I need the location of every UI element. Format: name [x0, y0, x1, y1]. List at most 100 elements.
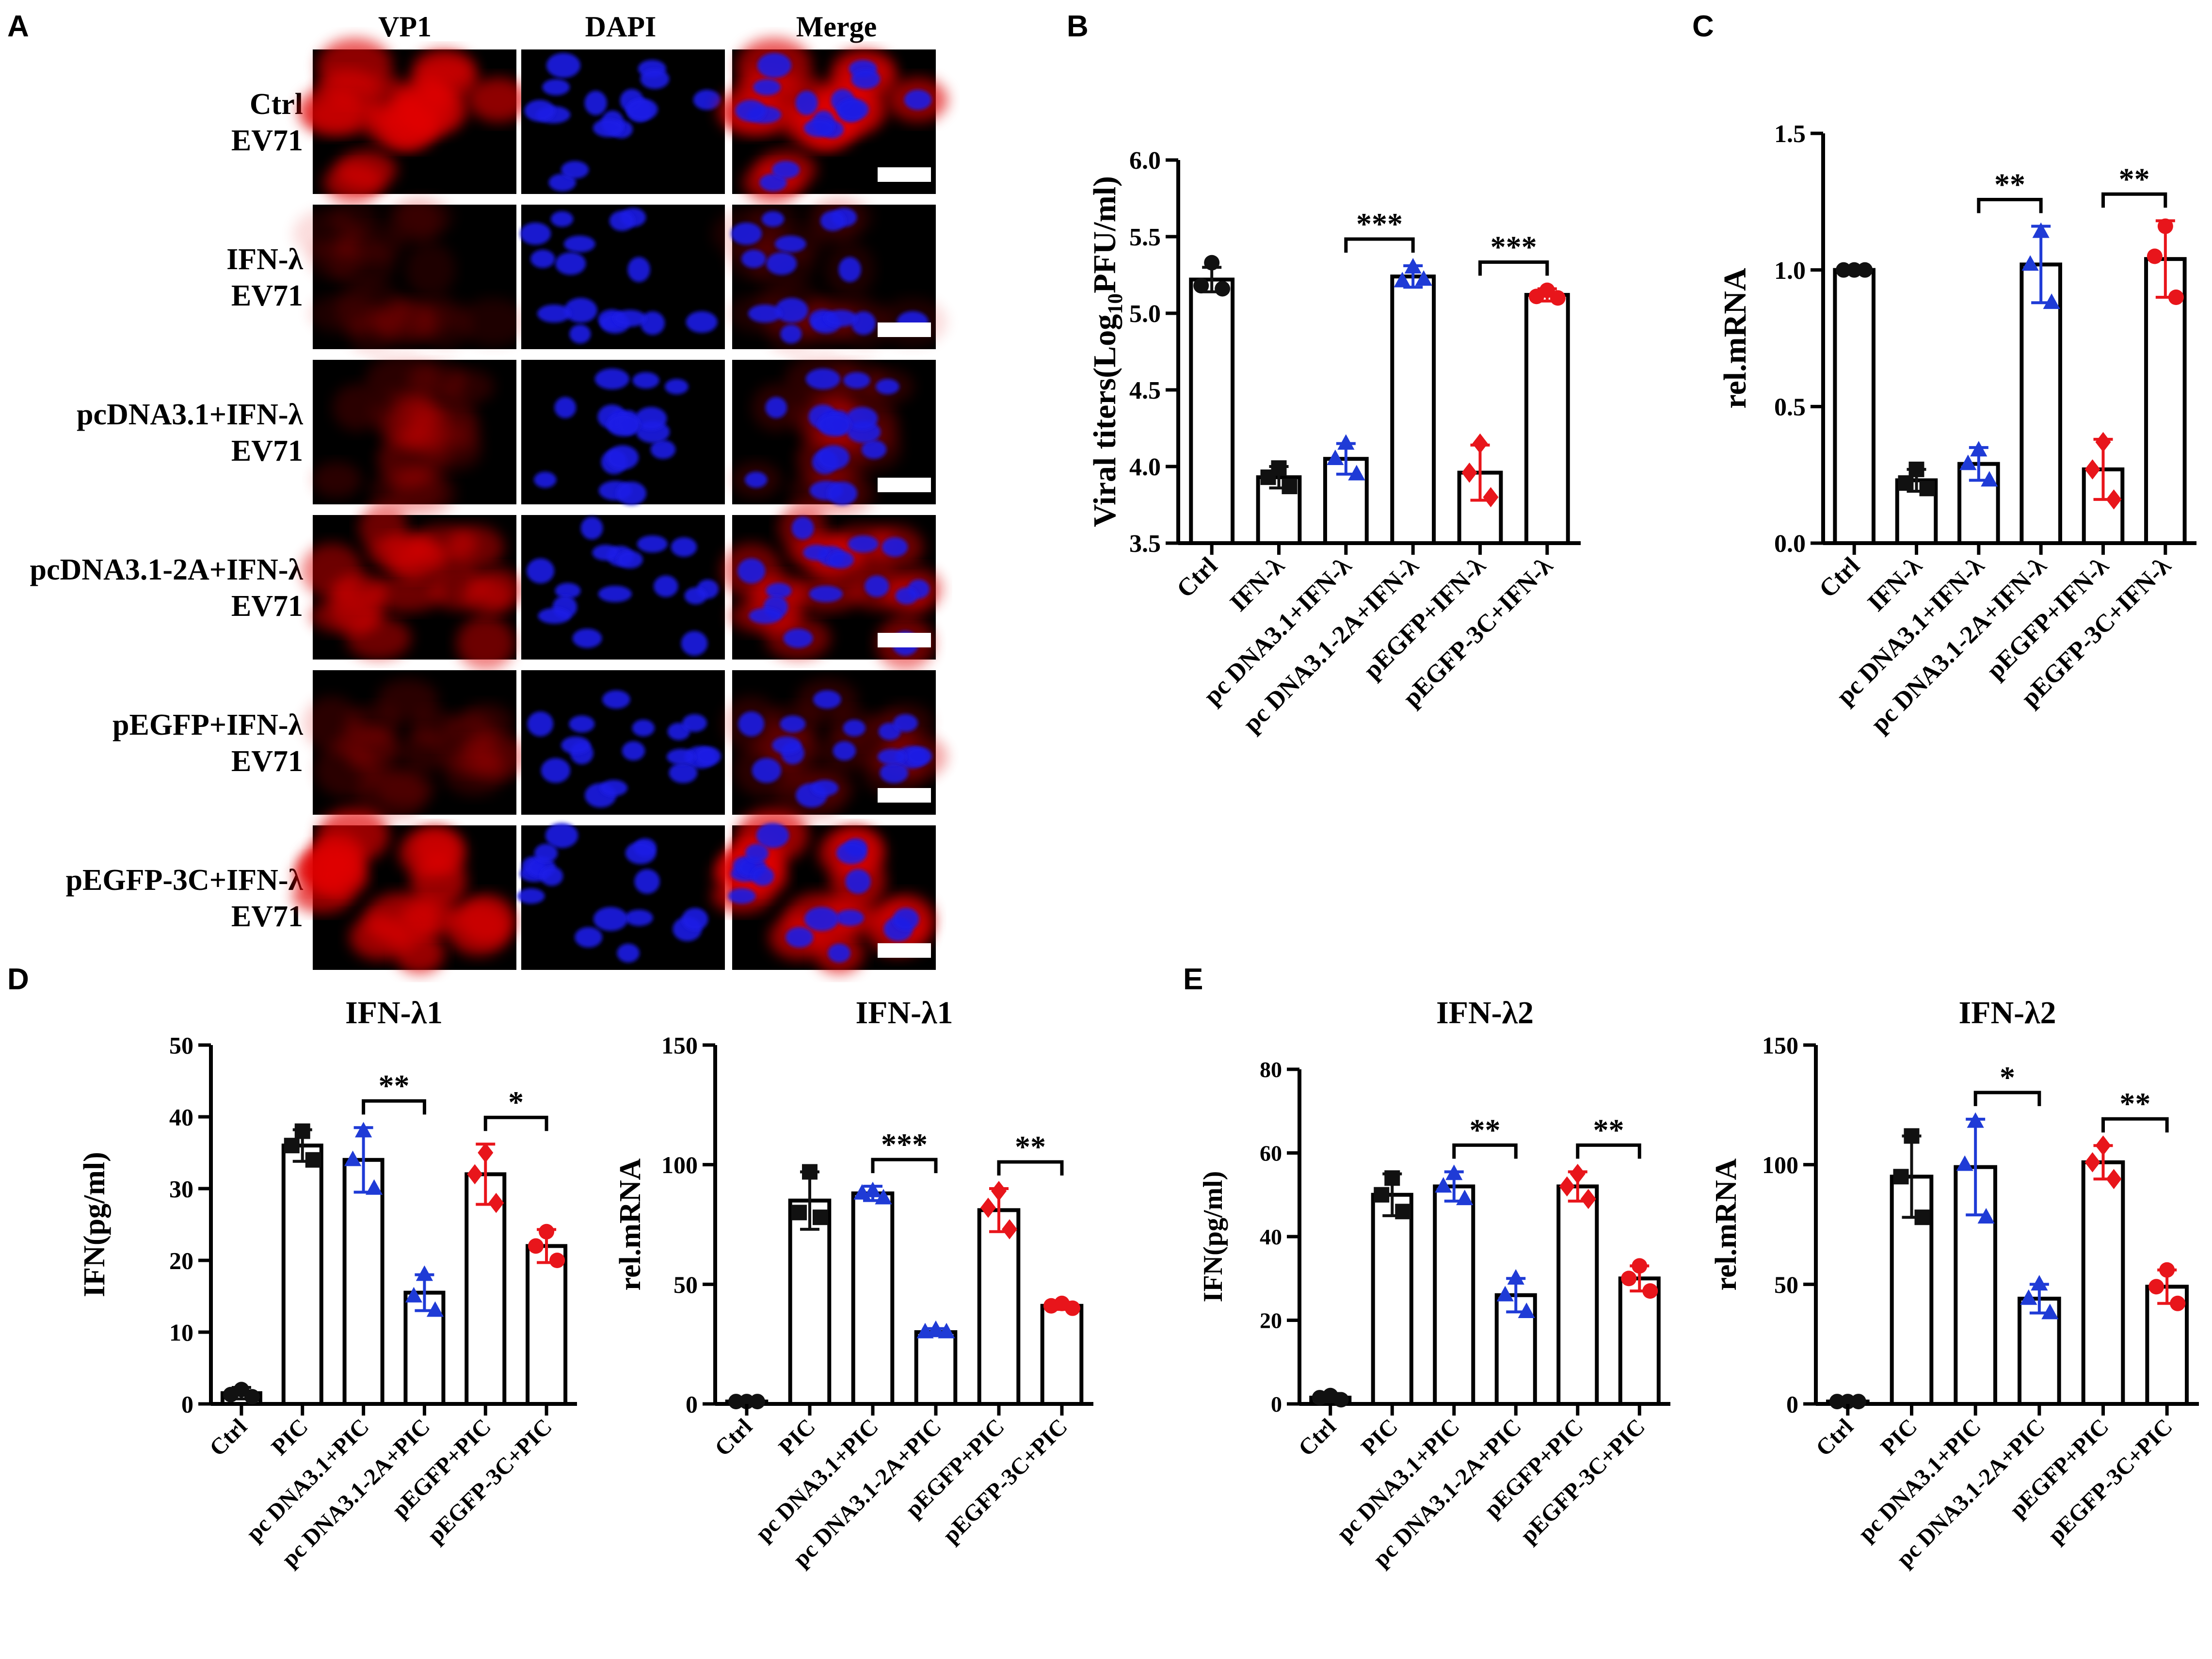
significance-bracket: [362, 1099, 426, 1115]
y-tick-label: 50: [673, 1271, 698, 1298]
significance-label: *: [508, 1085, 524, 1119]
dapi-nucleus: [545, 822, 578, 848]
vp1-signal: [458, 894, 515, 944]
dapi-nucleus: [684, 587, 707, 605]
dapi-nucleus: [805, 368, 840, 390]
dapi-nucleus: [534, 843, 558, 863]
dapi-nucleus: [837, 98, 869, 121]
y-tick-label: 5.5: [1129, 224, 1161, 251]
dapi-nucleus: [600, 780, 628, 796]
bar: [1189, 277, 1235, 545]
micro-tile-r2-c2: [520, 205, 725, 349]
data-point: [1914, 1209, 1930, 1225]
x-category-label: PIC: [1356, 1414, 1403, 1460]
vp1-signal: [318, 854, 369, 898]
data-point: [927, 1320, 945, 1336]
dapi-nucleus: [882, 537, 908, 557]
y-tick-label: 40: [1260, 1224, 1282, 1249]
data-point: [853, 1184, 871, 1200]
data-point: [2148, 1279, 2164, 1295]
dapi-nucleus: [728, 888, 756, 904]
chart-title: IFN-λ1: [345, 995, 443, 1031]
dapi-nucleus: [741, 249, 766, 268]
data-point: [1065, 1300, 1080, 1316]
x-category-label: Ctrl: [1811, 1414, 1859, 1461]
dapi-nucleus: [554, 397, 577, 419]
y-axis-label: rel.mRNA: [614, 1158, 647, 1290]
scale-bar: [878, 633, 931, 647]
dapi-nucleus: [836, 841, 867, 865]
y-axis-label: rel.mRNA: [1717, 268, 1753, 409]
data-point: [1282, 479, 1298, 495]
micro-tile-r1-c3: [717, 38, 948, 202]
y-tick-label: 100: [661, 1151, 698, 1178]
bar: [851, 1191, 895, 1406]
dapi-nucleus: [735, 99, 766, 122]
dapi-nucleus: [877, 748, 907, 765]
data-point: [1518, 1303, 1535, 1319]
y-tick-label: 150: [1762, 1032, 1798, 1059]
data-point: [1908, 461, 1924, 477]
dapi-nucleus: [749, 608, 782, 624]
dapi-nucleus: [809, 585, 843, 602]
data-point: [549, 1253, 565, 1268]
y-tick-label: 20: [1260, 1308, 1282, 1333]
dapi-nucleus: [904, 89, 932, 110]
dapi-nucleus: [555, 252, 586, 275]
significance-label: ***: [1491, 229, 1537, 264]
dapi-nucleus: [617, 943, 640, 963]
dapi-nucleus: [635, 407, 667, 430]
dapi-nucleus: [665, 379, 689, 395]
dapi-nucleus: [584, 91, 607, 115]
micro-col-header-dapi: DAPI: [585, 11, 657, 43]
dapi-nucleus: [745, 843, 769, 863]
micro-row-label-2-line1: IFN-λ: [226, 243, 303, 276]
dapi-nucleus: [835, 909, 864, 926]
data-point: [2095, 1135, 2111, 1156]
dapi-nucleus: [695, 746, 721, 766]
data-point: [405, 1287, 423, 1303]
dapi-nucleus: [757, 53, 792, 78]
micro-row-label-2-line2: EV71: [231, 279, 303, 312]
y-tick-label: 80: [1260, 1057, 1282, 1082]
dapi-nucleus: [627, 257, 650, 282]
data-point: [294, 1123, 310, 1139]
dapi-nucleus: [775, 298, 808, 323]
dapi-nucleus: [824, 309, 857, 327]
micro-tile-r4-c2: [521, 515, 725, 660]
bar: [281, 1144, 323, 1406]
data-point: [916, 1322, 934, 1338]
dapi-nucleus: [731, 222, 762, 245]
y-tick-label: 1.0: [1774, 257, 1806, 285]
dapi-nucleus: [893, 714, 918, 732]
dapi-nucleus: [634, 869, 660, 894]
data-point: [354, 1122, 372, 1138]
dapi-nucleus: [524, 99, 555, 122]
micro-tile-r3-c3: [731, 356, 936, 519]
data-point: [2147, 248, 2163, 264]
dapi-nucleus: [541, 758, 571, 783]
data-point: [539, 1224, 555, 1240]
y-axis-label: Viral titers(Log10PFU/ml): [1087, 176, 1127, 527]
data-point: [2032, 222, 2050, 238]
data-point: [1840, 1394, 1856, 1410]
y-tick-label: 0: [686, 1391, 698, 1418]
dapi-nucleus: [546, 53, 581, 78]
data-point: [1550, 290, 1566, 306]
dapi-nucleus: [602, 690, 630, 709]
vp1-signal: [441, 739, 504, 774]
dapi-nucleus: [569, 324, 591, 344]
dapi-nucleus: [785, 927, 814, 948]
data-point: [991, 1181, 1007, 1201]
dapi-nucleus: [575, 927, 603, 948]
data-point: [2170, 1295, 2186, 1311]
vp1-signal: [308, 293, 383, 334]
vp1-signal: [350, 915, 411, 960]
dapi-nucleus: [820, 210, 846, 231]
data-point: [1415, 270, 1432, 286]
y-tick-label: 1.5: [1774, 120, 1806, 148]
significance-bracket: [1576, 1143, 1641, 1159]
data-point: [1580, 1189, 1596, 1209]
dapi-nucleus: [745, 471, 768, 488]
